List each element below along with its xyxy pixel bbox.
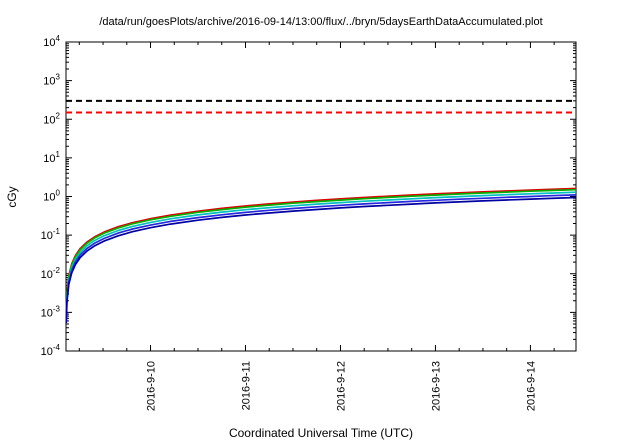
y-tick-label: 10-1	[41, 227, 61, 242]
series-blue	[65, 194, 577, 321]
y-tick-label: 103	[43, 73, 60, 88]
y-tick-label: 101	[43, 150, 60, 165]
x-tick-label: 2016-9-10	[146, 361, 158, 411]
y-tick-label: 10-2	[41, 266, 61, 281]
series-darkblue	[65, 196, 577, 324]
x-tick-label: 2016-9-11	[240, 361, 252, 410]
y-tick-label: 102	[43, 111, 60, 126]
series-green	[65, 188, 577, 316]
y-tick-label: 104	[43, 34, 60, 49]
x-tick-label: 2016-9-12	[335, 361, 347, 411]
y-axis-label: cGy	[5, 186, 19, 207]
series-cyan	[65, 191, 577, 318]
y-tick-label: 10-4	[41, 343, 61, 358]
x-tick-label: 2016-9-14	[525, 361, 537, 411]
x-tick-label: 2016-9-13	[430, 361, 442, 411]
y-tick-label: 10-3	[41, 304, 61, 319]
x-axis-label: Coordinated Universal Time (UTC)	[229, 426, 413, 440]
y-tick-label: 100	[43, 189, 60, 204]
plot-border	[65, 41, 577, 352]
plot-title: /data/run/goesPlots/archive/2016-09-14/1…	[99, 16, 542, 28]
plot-area: 104 103 102 101 100 10-1 10-2 10-3 10-4 2016-9-10…	[41, 34, 577, 411]
